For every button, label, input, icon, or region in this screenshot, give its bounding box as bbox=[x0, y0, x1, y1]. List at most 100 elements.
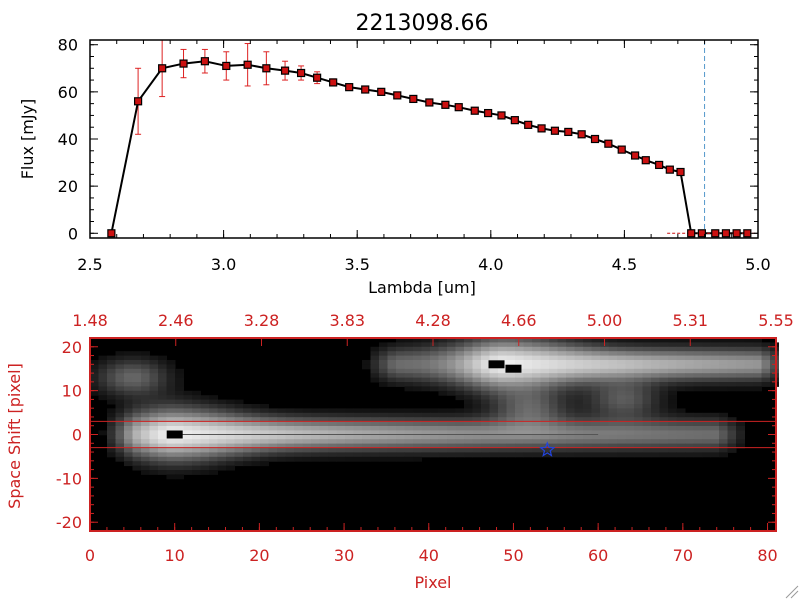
image-pixel bbox=[489, 395, 499, 401]
image-pixel bbox=[557, 399, 567, 405]
image-pixel bbox=[736, 368, 745, 374]
image-pixel bbox=[642, 439, 652, 445]
image-pixel bbox=[591, 412, 601, 418]
image-pixel bbox=[158, 461, 167, 467]
image-pixel bbox=[617, 368, 626, 374]
image-pixel bbox=[149, 412, 159, 418]
image-pixel bbox=[515, 382, 524, 387]
image-pixel bbox=[362, 412, 371, 418]
image-pixel bbox=[540, 430, 550, 436]
image-pixel bbox=[557, 430, 567, 436]
image-pixel bbox=[421, 377, 431, 383]
image-pixel bbox=[506, 373, 516, 379]
image-pixel bbox=[277, 452, 286, 458]
image-pixel bbox=[149, 399, 159, 405]
image-pixel bbox=[166, 439, 176, 445]
image-pixel bbox=[506, 448, 516, 453]
image-pixel bbox=[447, 412, 456, 418]
image-pixel bbox=[702, 377, 711, 383]
image-pixel bbox=[234, 448, 244, 453]
image-pixel bbox=[523, 338, 533, 343]
image-pixel bbox=[651, 399, 660, 405]
image-pixel bbox=[472, 382, 482, 387]
y-tick-label: -10 bbox=[56, 469, 82, 488]
image-pixel bbox=[124, 408, 133, 414]
image-pixel bbox=[328, 408, 337, 414]
image-pixel bbox=[600, 448, 609, 453]
image-pixel bbox=[379, 448, 388, 453]
image-pixel bbox=[685, 351, 694, 357]
image-pixel bbox=[668, 452, 677, 458]
image-pixel bbox=[311, 448, 320, 453]
image-pixel bbox=[132, 456, 142, 462]
image-pixel bbox=[489, 430, 499, 436]
image-pixel bbox=[158, 439, 167, 445]
image-pixel bbox=[464, 360, 473, 365]
image-pixel bbox=[149, 426, 159, 431]
image-pixel bbox=[132, 373, 142, 379]
image-pixel bbox=[362, 452, 371, 458]
image-pixel bbox=[107, 368, 116, 374]
image-pixel bbox=[404, 448, 414, 453]
image-pixel bbox=[727, 382, 737, 387]
image-pixel bbox=[591, 377, 601, 383]
image-pixel bbox=[319, 408, 329, 414]
image-pixel bbox=[387, 439, 397, 445]
image-pixel bbox=[166, 404, 176, 409]
image-pixel bbox=[387, 355, 397, 361]
image-pixel bbox=[124, 456, 133, 462]
image-pixel bbox=[659, 439, 669, 445]
image-pixel bbox=[141, 465, 150, 471]
image-pixel bbox=[736, 373, 745, 379]
image-pixel bbox=[489, 377, 499, 383]
image-pixel bbox=[268, 421, 278, 427]
image-pixel bbox=[404, 408, 414, 414]
image-pixel bbox=[404, 377, 414, 383]
image-pixel bbox=[141, 443, 150, 449]
image-pixel bbox=[107, 408, 116, 414]
image-pixel bbox=[158, 368, 167, 374]
image-pixel bbox=[107, 360, 116, 365]
image-pixel bbox=[668, 355, 677, 361]
image-pixel bbox=[651, 351, 660, 357]
image-pixel bbox=[489, 426, 499, 431]
image-pixel bbox=[566, 395, 575, 401]
image-pixel bbox=[634, 377, 643, 383]
image-pixel bbox=[727, 338, 737, 343]
image-pixel bbox=[489, 390, 499, 396]
image-pixel bbox=[277, 439, 286, 445]
image-pixel bbox=[625, 408, 635, 414]
image-pixel bbox=[719, 430, 728, 436]
flux-data-point bbox=[630, 151, 640, 160]
image-pixel bbox=[200, 448, 210, 453]
image-pixel bbox=[702, 434, 711, 440]
x-tick-label: 2.5 bbox=[77, 255, 102, 274]
image-pixel bbox=[532, 443, 541, 449]
image-pixel bbox=[141, 470, 150, 475]
image-pixel bbox=[770, 342, 779, 348]
image-pixel bbox=[540, 368, 550, 374]
image-pixel bbox=[294, 452, 303, 458]
image-pixel bbox=[753, 364, 762, 370]
image-pixel bbox=[183, 390, 193, 396]
image-pixel bbox=[710, 346, 720, 352]
image-pixel bbox=[285, 456, 295, 462]
image-pixel bbox=[702, 351, 711, 357]
image-pixel bbox=[158, 456, 167, 462]
image-pixel bbox=[481, 426, 490, 431]
image-pixel bbox=[753, 342, 762, 348]
image-pixel bbox=[472, 338, 482, 343]
image-pixel bbox=[387, 382, 397, 387]
image-pixel bbox=[685, 426, 694, 431]
image-pixel bbox=[719, 412, 728, 418]
image-pixel bbox=[557, 417, 567, 423]
image-pixel bbox=[617, 404, 626, 409]
image-pixel bbox=[132, 421, 142, 427]
image-pixel bbox=[396, 448, 405, 453]
image-pixel bbox=[260, 430, 269, 436]
image-pixel bbox=[166, 474, 176, 480]
image-pixel bbox=[515, 452, 524, 458]
image-pixel bbox=[175, 382, 184, 387]
image-pixel bbox=[710, 368, 720, 374]
image-pixel bbox=[685, 386, 694, 392]
